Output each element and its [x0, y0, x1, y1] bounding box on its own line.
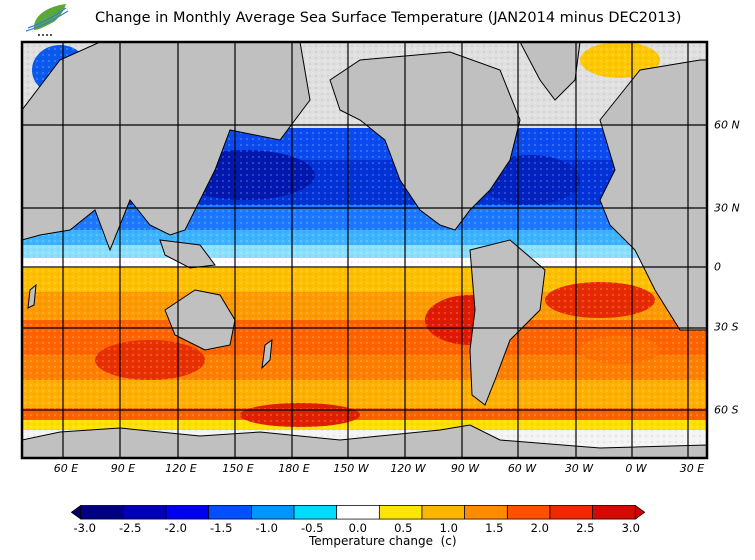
south-america-landmass [469, 239, 546, 406]
land-masses [22, 42, 707, 458]
colorbar-segment [549, 505, 593, 520]
colorbar-over-arrow [634, 505, 646, 520]
colorbar-tick-label: -0.5 [301, 521, 324, 535]
colorbar-under-arrow [70, 505, 82, 520]
leaf-logo-icon [25, 4, 69, 36]
australia-landmass [164, 289, 236, 351]
colorbar-segment [421, 505, 466, 520]
colorbar-tick-label: 2.5 [576, 521, 595, 535]
lat-label: 30 N [714, 201, 740, 215]
colorbar-tick-label: 0.0 [348, 521, 367, 535]
lat-label: 60 N [714, 118, 740, 132]
colorbar-segment [464, 505, 508, 520]
map-frame [20, 40, 709, 460]
lon-label: 0 W [625, 462, 647, 475]
colorbar-segment [293, 505, 338, 520]
lat-label: 30 S [714, 320, 739, 334]
antarctica-landmass [22, 424, 707, 458]
colorbar-segment [592, 505, 636, 520]
colorbar-segment [80, 505, 124, 520]
lon-label: 120 W [390, 462, 426, 475]
lat-label: 0 [714, 260, 721, 274]
lon-label: 180 E [278, 462, 310, 475]
lon-label: 90 W [450, 462, 480, 475]
lon-label: 90 E [110, 462, 136, 475]
colorbar-tick-label: 3.0 [621, 521, 640, 535]
colorbar-tick-label: -3.0 [73, 521, 96, 535]
lon-label: 150 W [333, 462, 369, 475]
colorbar-segment [336, 505, 380, 520]
colorbar-tick-label: -1.5 [210, 521, 233, 535]
lat-label: 60 S [714, 403, 739, 417]
colorbar-segment [251, 505, 295, 520]
lon-label: 30 W [564, 462, 594, 475]
colorbar-tick-label: 1.5 [485, 521, 504, 535]
asia-landmass [22, 42, 311, 252]
greenland-landmass [519, 42, 581, 101]
colorbar-segment [165, 505, 210, 520]
colorbar-segment [208, 505, 252, 520]
lon-label: 60 W [507, 462, 537, 475]
colorbar-segment [378, 505, 423, 520]
colorbar-tick-label: 2.0 [530, 521, 549, 535]
lon-label: 30 E [679, 462, 705, 475]
colorbar-tick-label: -2.0 [164, 521, 187, 535]
colorbar [70, 505, 646, 520]
colorbar-tick-label: 1.0 [439, 521, 458, 535]
colorbar-tick-label: 0.5 [394, 521, 413, 535]
sst-change-map [20, 40, 709, 460]
colorbar-segment [123, 505, 167, 520]
lon-label: 60 E [53, 462, 79, 475]
lon-label: 150 E [222, 462, 254, 475]
colorbar-title: Temperature change (c) [309, 534, 457, 548]
colorbar-segment [506, 505, 551, 520]
lon-label: 120 E [165, 462, 197, 475]
graticule [22, 42, 707, 458]
colorbar-tick-label: -1.0 [255, 521, 278, 535]
colorbar-tick-label: -2.5 [119, 521, 142, 535]
chart-title: Change in Monthly Average Sea Surface Te… [95, 10, 682, 26]
europe-africa-landmass [599, 59, 707, 331]
